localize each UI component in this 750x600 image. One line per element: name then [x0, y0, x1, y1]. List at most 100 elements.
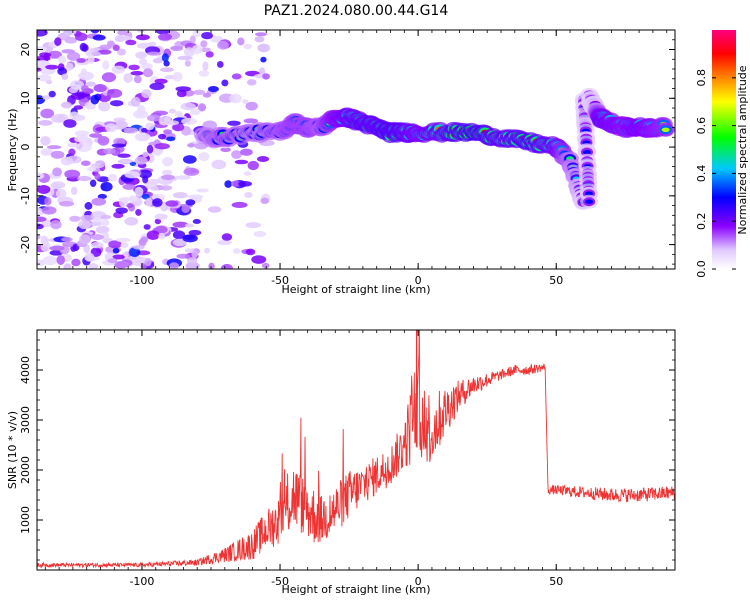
spectrogram-noise-blob — [135, 51, 147, 59]
spectrogram-noise-blob — [41, 219, 53, 228]
spectrogram-noise-blob — [162, 156, 174, 167]
spectrogram-noise-blob — [37, 223, 44, 230]
spectrogram-noise-blob — [245, 222, 262, 229]
colorbar-tick-label: 0.8 — [695, 69, 708, 87]
spectrogram-noise-blob — [245, 101, 258, 111]
spectrogram-noise-blob — [100, 181, 113, 192]
x-tick-label: -50 — [271, 575, 289, 588]
spectrogram-noise-blob — [142, 175, 149, 184]
spectrogram-noise-blob — [78, 219, 91, 230]
spectrogram-noise-blob — [117, 48, 126, 56]
spectrogram-noise-blob — [211, 159, 227, 170]
spectrogram-noise-blob — [130, 70, 144, 76]
spectrogram-noise-blob — [46, 145, 62, 150]
spectrogram-noise-blob — [159, 185, 173, 191]
y-tick-label: 0 — [19, 144, 32, 151]
spectrogram-noise-blob — [241, 99, 249, 104]
x-tick-label: -50 — [271, 274, 289, 287]
spectrogram-noise-blob — [204, 247, 211, 254]
spectrogram-noise-blob — [70, 186, 78, 196]
spectrogram-noise-blob — [154, 78, 168, 84]
spectrogram-noise-blob — [149, 186, 160, 191]
spectrogram-noise-blob — [176, 89, 187, 98]
spectrogram-noise-blob — [60, 156, 73, 166]
spectrogram-noise-blob — [125, 39, 137, 46]
spectrogram-noise-blob — [114, 260, 130, 269]
spectrogram-noise-blob — [102, 231, 109, 241]
spectrogram-noise-blob — [87, 166, 97, 172]
spectrogram-noise-blob — [154, 143, 170, 150]
spectrogram-noise-blob — [182, 155, 197, 164]
spectrogram-noise-blob — [220, 263, 233, 269]
spectrogram-noise-blob — [168, 108, 176, 114]
spectrogram-noise-blob — [69, 80, 85, 90]
spectrogram-noise-blob — [261, 262, 270, 269]
spectrogram-noise-blob — [56, 255, 65, 265]
spectrogram-noise-blob — [64, 169, 81, 179]
colorbar-ticks: 0.0 0.2 0.4 0.6 0.8 — [695, 69, 736, 278]
spectrogram-noise-blob — [208, 262, 215, 269]
spectrogram-noise-blob — [94, 173, 101, 180]
spectrogram-noise-blob — [144, 257, 152, 267]
spectrogram-noise-blob — [88, 263, 99, 269]
spectrogram-noise-blob — [229, 93, 242, 104]
spectrogram-noise-blob — [257, 43, 271, 53]
spectrogram-noise-blob — [79, 42, 88, 52]
colorbar-tick-label: 0.2 — [695, 212, 708, 230]
spectrogram-noise-blob — [41, 206, 57, 215]
colorbar-tick-label: 0.0 — [695, 260, 708, 278]
spectrogram-noise-blob — [184, 60, 191, 67]
spectrogram-noise-blob — [262, 73, 270, 80]
spectrogram-noise-blob — [137, 134, 149, 141]
spectrogram-noise-blob — [240, 148, 253, 156]
spectrogram-noise-blob — [137, 30, 145, 33]
spectrogram-noise-blob — [205, 51, 214, 58]
spectrogram-noise-blob — [184, 223, 194, 228]
spectrogram-noise-blob — [97, 49, 112, 55]
spectrogram-noise-blob — [108, 240, 122, 249]
spectrogram-noise-blob — [40, 148, 54, 156]
spectrogram-noise-blob — [155, 30, 170, 35]
spectrogram-noise-blob — [172, 192, 188, 199]
spectrogram-noise-blob — [115, 207, 128, 214]
spectrogram-noise-blob — [246, 79, 257, 86]
spectrogram-noise-blob — [49, 249, 63, 256]
spectrogram-noise-blob — [76, 142, 92, 152]
spectrogram-noise-blob — [107, 258, 118, 264]
spectrogram-noise-blob — [166, 120, 180, 126]
spectrogram-noise-blob — [112, 254, 125, 260]
spectrogram-noise-blob — [188, 229, 202, 236]
spectrogram-noise-blob — [128, 64, 140, 71]
spectrogram-noise-blob — [91, 51, 102, 57]
colorbar-gradient — [712, 30, 736, 269]
spectrogram-noise-blob — [232, 248, 241, 254]
spectrogram-noise-blob — [66, 51, 81, 61]
spectrogram-noise-blob — [163, 129, 172, 135]
spectrogram-noise-blob — [78, 71, 95, 81]
spectrogram-noise-blob — [49, 245, 65, 251]
spectrogram-noise-blob — [113, 117, 127, 122]
spectrogram-noise-blob — [135, 209, 142, 216]
spectrogram-noise-blob — [100, 219, 110, 226]
spectrogram-noise-blob — [154, 213, 168, 220]
spectrogram-noise-blob — [37, 184, 51, 195]
spectrogram-noise-blob — [243, 171, 252, 176]
spectrogram-noise-blob — [254, 32, 268, 37]
spectrogram-noise-blob — [193, 89, 206, 95]
spectrogram-noise-blob — [192, 30, 201, 38]
spectrogram-noise-blob — [123, 73, 133, 83]
spectrogram-noise-blob — [154, 218, 162, 225]
spectrogram-noise-blob — [118, 197, 133, 202]
y-tick-label: 20 — [19, 43, 32, 57]
spectrogram-noise-blob — [145, 122, 155, 131]
spectrogram-noise-blob — [57, 67, 68, 76]
spectrogram-noise-blob — [161, 174, 175, 181]
spectrogram-noise-blob — [71, 258, 81, 267]
snr-plot-area — [37, 330, 675, 570]
spectrogram-noise-blob — [243, 43, 253, 50]
spectrogram-noise-blob — [91, 197, 107, 206]
spectrogram-noise-blob — [146, 51, 161, 56]
spectrogram-noise-blob — [99, 44, 112, 51]
spectrogram-noise-blob — [139, 58, 148, 65]
spectrogram-noise-blob — [169, 262, 180, 269]
